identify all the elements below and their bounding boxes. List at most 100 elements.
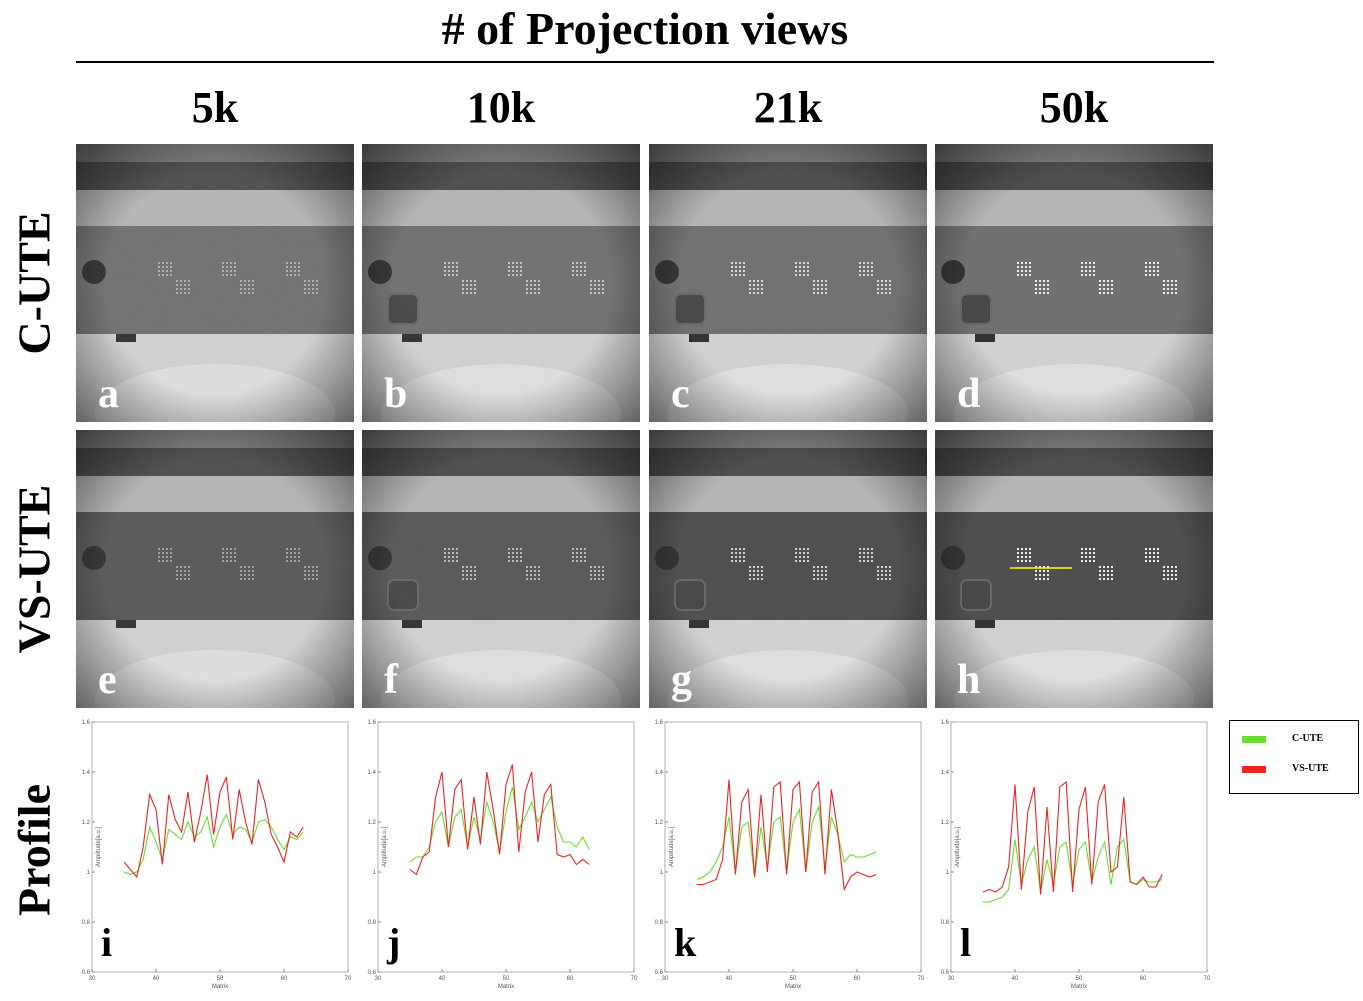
y-tick-label: 1.6 — [655, 720, 664, 726]
profile-plot-l: 0.6 0.8 1 1.2 1.4 1.6 30 40 50 60 70 Matrix Amplitud… — [935, 714, 1213, 992]
legend-swatch-vsute — [1242, 766, 1266, 773]
x-axis-label: Matrix — [785, 984, 801, 990]
series-line-vsute — [982, 780, 1163, 895]
y-tick-label: 1.2 — [655, 820, 664, 826]
series-line-vsute — [123, 774, 304, 879]
x-tick-label: 40 — [153, 976, 160, 982]
x-tick-label: 60 — [281, 976, 288, 982]
x-tick-label: 60 — [567, 976, 574, 982]
panel-letter: c — [671, 371, 690, 417]
y-tick-label: 1 — [87, 870, 91, 876]
x-axis-label: Matrix — [1071, 984, 1087, 990]
y-tick-label: 1.2 — [368, 820, 377, 826]
plot-frame — [91, 721, 349, 973]
panel-letter: e — [98, 657, 117, 703]
y-tick-label: 1 — [660, 870, 664, 876]
vignette — [935, 144, 1213, 422]
phantom-image — [649, 430, 927, 708]
y-tick-label: 0.6 — [655, 970, 664, 976]
profile-chart: 0.6 0.8 1 1.2 1.4 1.6 30 40 50 60 70 Matrix Amplitud… — [655, 720, 925, 990]
column-label-50k: 50k — [1039, 83, 1109, 132]
y-axis-label: Amplitude[a.u.] — [382, 827, 388, 867]
row-label-vsute: VS-UTE — [8, 484, 60, 654]
x-tick-label: 30 — [375, 976, 382, 982]
panel-letter: a — [98, 371, 119, 417]
x-tick-label: 70 — [345, 976, 352, 982]
y-tick-label: 0.6 — [82, 970, 91, 976]
y-tick-label: 1.4 — [655, 770, 664, 776]
figure-title: # of Projection views — [441, 3, 849, 54]
column-label-10k: 10k — [466, 83, 536, 132]
series-line-vsute — [697, 779, 877, 892]
y-tick-label: 1 — [373, 870, 377, 876]
panel-letter: f — [384, 657, 398, 703]
profile-chart: 0.6 0.8 1 1.2 1.4 1.6 30 40 50 60 70 Matrix Amplitud… — [368, 720, 638, 990]
panel-letter: i — [101, 920, 113, 965]
phantom-image — [362, 144, 640, 422]
x-tick-label: 70 — [1204, 976, 1211, 982]
y-tick-label: 0.8 — [82, 920, 91, 926]
vignette — [76, 144, 354, 422]
y-tick-label: 1 — [946, 870, 950, 876]
phantom-image — [76, 430, 354, 708]
panel-letter: k — [674, 920, 697, 965]
image-panel-d: d — [935, 144, 1213, 422]
legend-label-vsute: VS-UTE — [1292, 763, 1329, 774]
phantom-image — [76, 144, 354, 422]
row-label-profile: Profile — [8, 784, 60, 916]
x-tick-label: 50 — [790, 976, 797, 982]
vignette — [649, 430, 927, 708]
y-tick-label: 1.4 — [368, 770, 377, 776]
phantom-image — [649, 144, 927, 422]
y-tick-label: 1.6 — [82, 720, 91, 726]
image-panel-g: g — [649, 430, 927, 708]
vignette — [76, 430, 354, 708]
y-tick-label: 1.6 — [368, 720, 377, 726]
vignette — [649, 144, 927, 422]
legend: C-UTE VS-UTE — [1229, 720, 1359, 794]
y-tick-label: 0.6 — [368, 970, 377, 976]
image-panel-f: f — [362, 430, 640, 708]
y-tick-label: 0.6 — [941, 970, 950, 976]
x-axis-label: Matrix — [498, 984, 514, 990]
y-axis-label: Amplitude[a.u.] — [669, 827, 675, 867]
phantom-image — [362, 430, 640, 708]
y-tick-label: 1.2 — [82, 820, 91, 826]
y-tick-label: 1.4 — [82, 770, 91, 776]
x-tick-label: 70 — [918, 976, 925, 982]
profile-plot-i: 0.6 0.8 1 1.2 1.4 1.6 30 40 50 60 70 Matrix Amplitud… — [76, 714, 354, 992]
x-tick-label: 50 — [217, 976, 224, 982]
y-tick-label: 0.8 — [941, 920, 950, 926]
image-panel-h: h — [935, 430, 1213, 708]
x-tick-label: 50 — [1076, 976, 1083, 982]
x-tick-label: 30 — [662, 976, 669, 982]
panel-letter: b — [384, 371, 408, 417]
column-label-5k: 5k — [191, 83, 239, 132]
x-tick-label: 60 — [1140, 976, 1147, 982]
vignette — [362, 144, 640, 422]
plot-frame — [377, 721, 635, 973]
row-label-cute: C-UTE — [8, 211, 60, 355]
panel-letter: h — [957, 657, 981, 703]
x-tick-label: 50 — [503, 976, 510, 982]
plot-frame — [664, 721, 922, 973]
profile-chart: 0.6 0.8 1 1.2 1.4 1.6 30 40 50 60 70 Matrix Amplitud… — [82, 720, 352, 990]
legend-label-cute: C-UTE — [1292, 733, 1324, 744]
plot-frame — [950, 721, 1208, 973]
legend-swatch-cute — [1242, 736, 1266, 743]
y-tick-label: 0.8 — [368, 920, 377, 926]
image-panel-b: b — [362, 144, 640, 422]
x-tick-label: 40 — [726, 976, 733, 982]
profile-plot-j: 0.6 0.8 1 1.2 1.4 1.6 30 40 50 60 70 Matrix Amplitud… — [362, 714, 640, 992]
image-panel-e: e — [76, 430, 354, 708]
x-tick-label: 30 — [948, 976, 955, 982]
series-line-cute — [123, 813, 304, 876]
phantom-image — [935, 430, 1213, 708]
panel-letter: l — [960, 920, 972, 965]
panel-letter: g — [671, 657, 692, 703]
x-tick-label: 40 — [439, 976, 446, 982]
title-rule — [76, 61, 1214, 63]
x-axis-label: Matrix — [212, 984, 228, 990]
panel-letter: d — [957, 371, 981, 417]
x-tick-label: 40 — [1012, 976, 1019, 982]
